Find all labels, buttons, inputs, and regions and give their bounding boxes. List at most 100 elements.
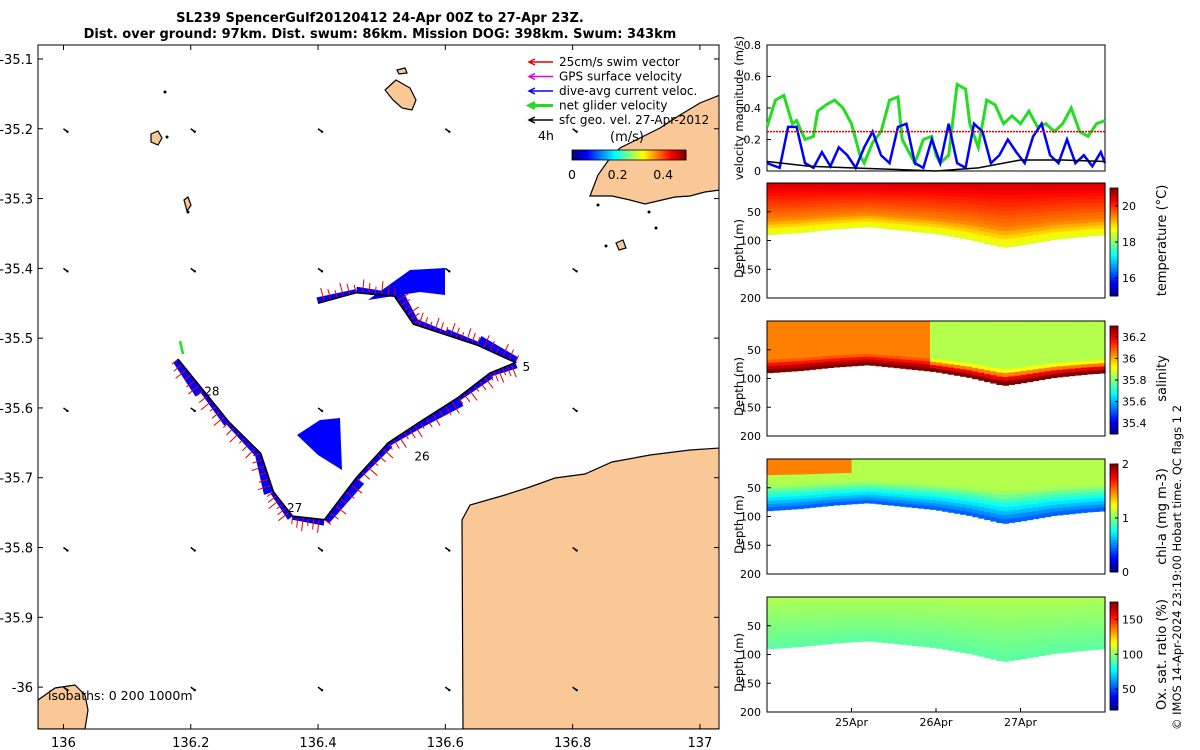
section-cell [803,207,810,212]
swim-vector [355,477,363,484]
section-cell [881,222,889,227]
section-cell [881,461,889,466]
colorbar-cell [670,150,673,160]
section-cell [803,615,810,619]
section-cell [996,202,1003,208]
section-cell [996,194,1003,200]
section-cell [917,621,925,626]
section-cell [833,490,841,495]
section-cell [857,321,865,325]
section-cell [779,622,786,627]
section-cell [917,330,925,334]
section-cell [881,599,889,604]
section-cell [972,498,979,503]
section-cell [797,459,804,463]
section-cell [845,478,853,483]
section-cell [779,324,786,328]
section-cell [923,355,931,359]
section-cell [899,617,907,622]
section-cell [785,358,792,363]
section-cell [839,490,847,494]
colorbar-cell [600,150,603,160]
section-cell [773,224,780,229]
section-cell [923,502,931,507]
section-cell [887,211,895,216]
section-cell [966,462,973,467]
section-cell [1080,199,1088,204]
section-cell [996,616,1003,622]
section-cell [863,461,871,466]
section-cell [821,350,828,354]
section-cell [1014,620,1022,625]
section-cell [863,494,871,498]
section-cell [911,345,919,349]
section-cell [978,212,985,217]
section-cell [881,501,889,505]
section-cell [815,459,822,463]
section-cell [990,639,997,645]
colorbar-cell [580,150,583,160]
section-cell [797,471,804,476]
section-cell [899,362,907,366]
section-cell [1002,377,1010,382]
swim-vector [444,326,449,335]
section-cell [1056,635,1064,640]
section-cell [851,492,859,496]
section-cell [1008,328,1016,334]
colorbar-cell [682,150,685,160]
section-cell [1092,183,1100,187]
section-cell [839,599,847,604]
section-cell [767,183,774,187]
section-cell [917,501,925,506]
section-cell [936,198,943,203]
section-cell [1038,513,1046,519]
section-cell [863,329,871,333]
section-cell [815,470,822,475]
section-cell [1038,626,1046,631]
section-cell [966,639,973,644]
section-cell [923,348,931,353]
section-cell [1008,636,1016,642]
section-cell [863,331,871,336]
section-cell [1044,360,1052,365]
section-cell [893,194,901,199]
section-cell [1014,632,1022,637]
section-cell [803,219,810,224]
section-cell [966,324,973,329]
section-cell [815,321,822,325]
section-cell [785,641,792,645]
colorbar-tick-label: 18 [1122,236,1136,249]
section-cell [936,635,943,640]
swim-vector [439,322,444,334]
y-tick-label: 150 [740,677,761,690]
section-cell [1086,475,1094,480]
section-cell [1026,619,1034,625]
section-cell [936,597,943,601]
section-cell [948,327,955,332]
section-cell [1038,491,1046,497]
section-cell [857,461,865,466]
section-cell [821,185,828,190]
section-cell [948,459,955,463]
section-cell [954,216,961,221]
section-cell [1086,360,1094,365]
section-cell [809,330,816,334]
section-cell [833,194,841,198]
section-cell [1038,212,1046,217]
section-cell [996,597,1003,602]
section-cell [990,194,997,200]
section-cell [893,350,901,354]
section-cell [1098,475,1106,480]
section-cell [767,359,774,364]
swim-vector [387,442,393,450]
section-cell [899,470,907,475]
section-cell [966,469,973,474]
section-cell [887,214,895,219]
section-cell [1044,342,1052,347]
colorbar-cell [1110,602,1118,606]
section-cell [863,469,871,474]
colorbar-cell [1110,361,1118,365]
section-cell [821,500,828,504]
section-cell [1020,347,1028,353]
section-cell [881,476,889,480]
